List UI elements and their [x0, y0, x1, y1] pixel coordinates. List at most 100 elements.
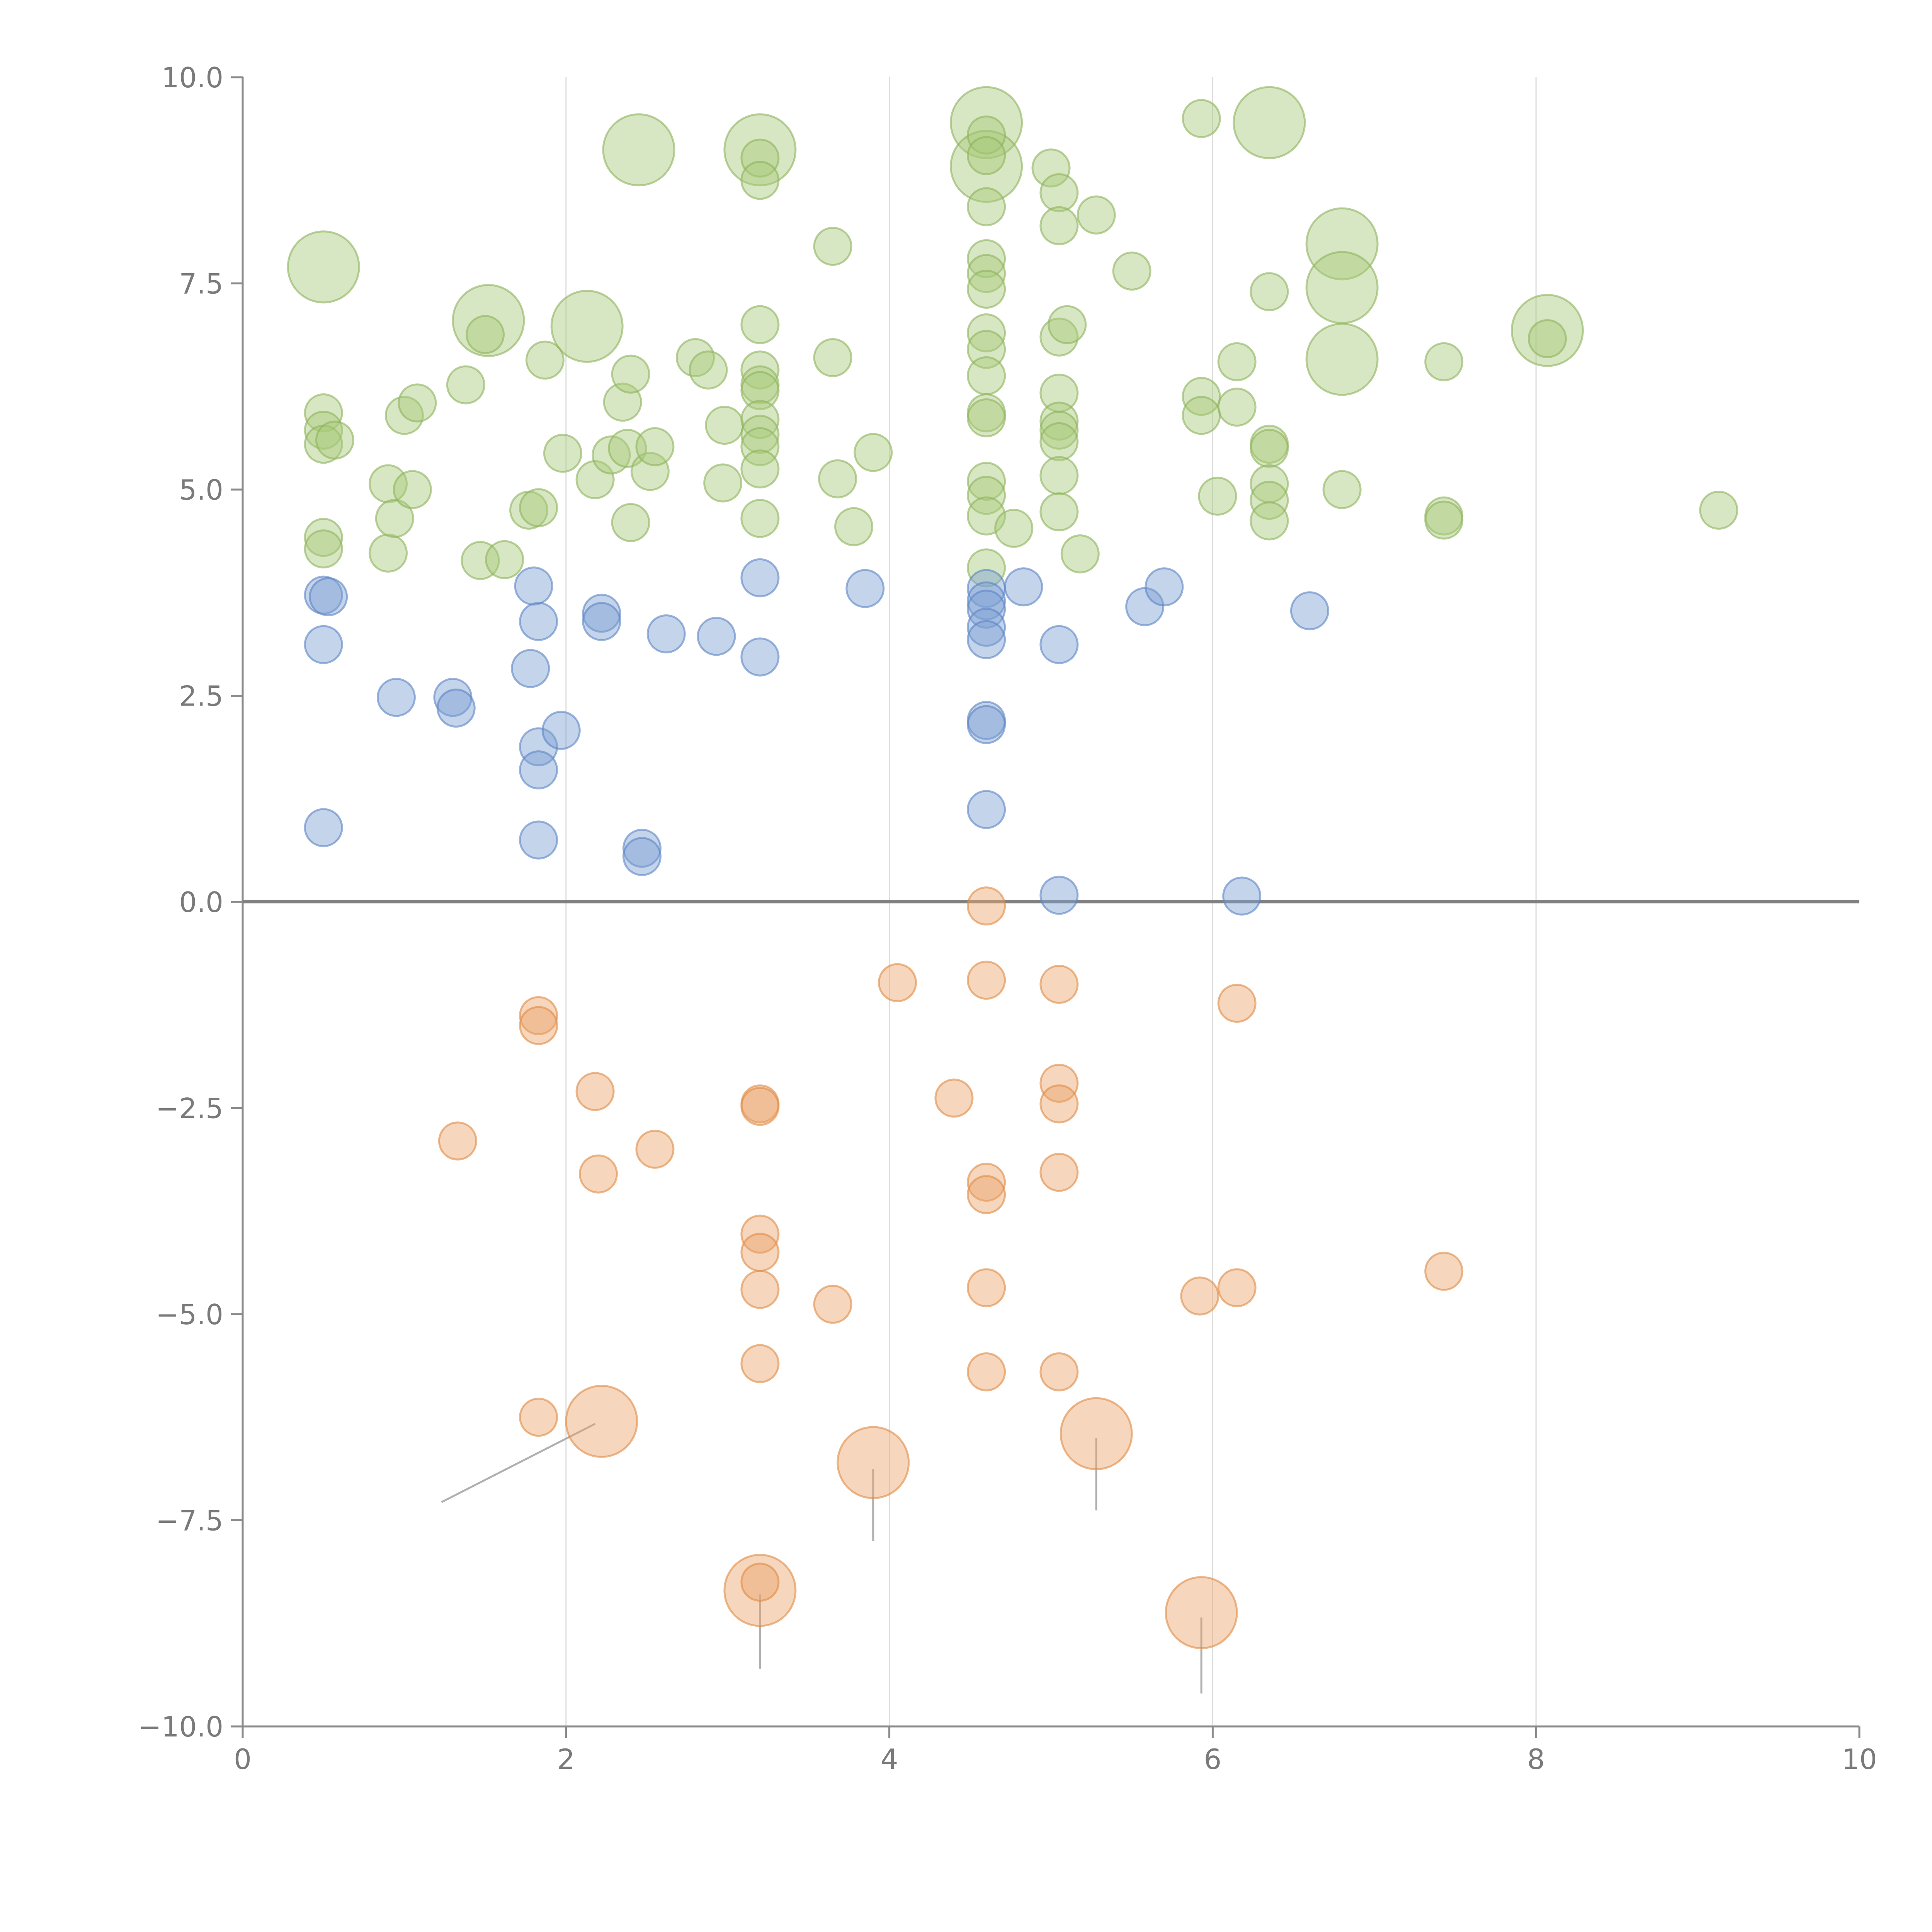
data-point[interactable] — [967, 115, 1006, 155]
data-point[interactable] — [1699, 490, 1738, 530]
data-point[interactable] — [466, 315, 505, 354]
data-point[interactable] — [967, 187, 1006, 226]
data-point[interactable] — [1198, 476, 1237, 516]
data-point[interactable] — [519, 820, 558, 860]
data-point[interactable] — [1510, 294, 1584, 367]
data-point[interactable] — [1039, 964, 1079, 1004]
data-point[interactable] — [1182, 99, 1221, 138]
data-point[interactable] — [1039, 1352, 1079, 1391]
data-point[interactable] — [878, 963, 917, 1002]
data-point[interactable] — [375, 499, 414, 538]
data-point[interactable] — [1039, 401, 1079, 441]
data-point[interactable] — [1031, 148, 1071, 188]
data-point[interactable] — [1424, 500, 1464, 540]
data-point[interactable] — [1077, 195, 1116, 235]
data-point[interactable] — [1217, 1268, 1257, 1308]
data-point[interactable] — [1165, 1576, 1238, 1650]
data-point[interactable] — [575, 1072, 615, 1111]
data-point[interactable] — [837, 1426, 910, 1499]
data-point[interactable] — [1145, 567, 1184, 607]
data-point[interactable] — [740, 415, 780, 454]
data-point[interactable] — [304, 518, 343, 557]
data-point[interactable] — [369, 533, 408, 573]
data-point[interactable] — [967, 1352, 1006, 1391]
data-point[interactable] — [519, 1006, 558, 1045]
data-point[interactable] — [740, 1087, 780, 1126]
data-point[interactable] — [304, 808, 343, 847]
data-point[interactable] — [393, 470, 432, 509]
data-point[interactable] — [1290, 591, 1329, 631]
data-point[interactable] — [967, 961, 1006, 1000]
data-point[interactable] — [611, 354, 650, 394]
data-point[interactable] — [854, 433, 893, 472]
data-point[interactable] — [369, 464, 408, 503]
data-point[interactable] — [646, 614, 686, 653]
data-point[interactable] — [541, 711, 581, 750]
data-point[interactable] — [630, 452, 670, 491]
data-point[interactable] — [967, 269, 1006, 309]
data-point[interactable] — [1250, 272, 1289, 311]
data-point[interactable] — [446, 365, 485, 405]
data-point[interactable] — [740, 499, 780, 538]
data-point[interactable] — [1250, 429, 1289, 468]
data-point[interactable] — [1233, 86, 1306, 159]
data-point[interactable] — [723, 113, 797, 187]
data-point[interactable] — [1039, 173, 1079, 213]
data-point[interactable] — [994, 509, 1034, 548]
data-point[interactable] — [740, 427, 780, 466]
data-point[interactable] — [452, 284, 525, 357]
data-point[interactable] — [635, 1129, 675, 1169]
data-point[interactable] — [967, 548, 1006, 588]
data-point[interactable] — [304, 529, 343, 569]
data-point[interactable] — [967, 398, 1006, 437]
data-point[interactable] — [967, 136, 1006, 175]
data-point[interactable] — [967, 620, 1006, 659]
data-point[interactable] — [1039, 410, 1079, 450]
data-point[interactable] — [519, 750, 558, 790]
data-point[interactable] — [740, 1344, 780, 1383]
data-point[interactable] — [1060, 1397, 1133, 1470]
data-point[interactable] — [740, 558, 780, 597]
data-point[interactable] — [315, 420, 354, 460]
data-point[interactable] — [525, 340, 565, 380]
data-point[interactable] — [934, 1078, 974, 1118]
data-point[interactable] — [622, 828, 662, 868]
data-point[interactable] — [519, 602, 558, 641]
data-point[interactable] — [1039, 1063, 1079, 1103]
data-point[interactable] — [1305, 251, 1379, 324]
data-point[interactable] — [740, 138, 780, 178]
data-point[interactable] — [689, 350, 728, 390]
data-point[interactable] — [1039, 876, 1079, 915]
data-point[interactable] — [1527, 319, 1567, 358]
data-point[interactable] — [519, 1398, 558, 1437]
data-point[interactable] — [287, 230, 360, 304]
data-point[interactable] — [967, 239, 1006, 278]
data-point[interactable] — [543, 434, 582, 473]
data-point[interactable] — [967, 1175, 1006, 1214]
data-point[interactable] — [967, 254, 1006, 293]
data-point[interactable] — [1182, 396, 1221, 435]
data-point[interactable] — [1322, 470, 1362, 509]
data-point[interactable] — [519, 727, 558, 767]
data-point[interactable] — [1180, 1276, 1219, 1316]
data-point[interactable] — [611, 503, 650, 542]
data-point[interactable] — [1424, 342, 1464, 381]
data-point[interactable] — [1217, 983, 1257, 1023]
data-point[interactable] — [834, 507, 874, 546]
data-point[interactable] — [1305, 207, 1379, 281]
data-point[interactable] — [740, 371, 780, 410]
data-point[interactable] — [967, 705, 1006, 744]
data-point[interactable] — [622, 837, 662, 876]
data-point[interactable] — [967, 886, 1006, 926]
data-point[interactable] — [740, 449, 780, 489]
data-point[interactable] — [1217, 342, 1257, 381]
data-point[interactable] — [705, 406, 744, 445]
data-point[interactable] — [740, 305, 780, 344]
data-point[interactable] — [1217, 388, 1257, 427]
data-point[interactable] — [740, 637, 780, 677]
data-point[interactable] — [376, 678, 416, 717]
data-point[interactable] — [1060, 534, 1100, 573]
data-point[interactable] — [1424, 1252, 1464, 1291]
data-point[interactable] — [1112, 251, 1151, 291]
data-point[interactable] — [1039, 492, 1079, 532]
